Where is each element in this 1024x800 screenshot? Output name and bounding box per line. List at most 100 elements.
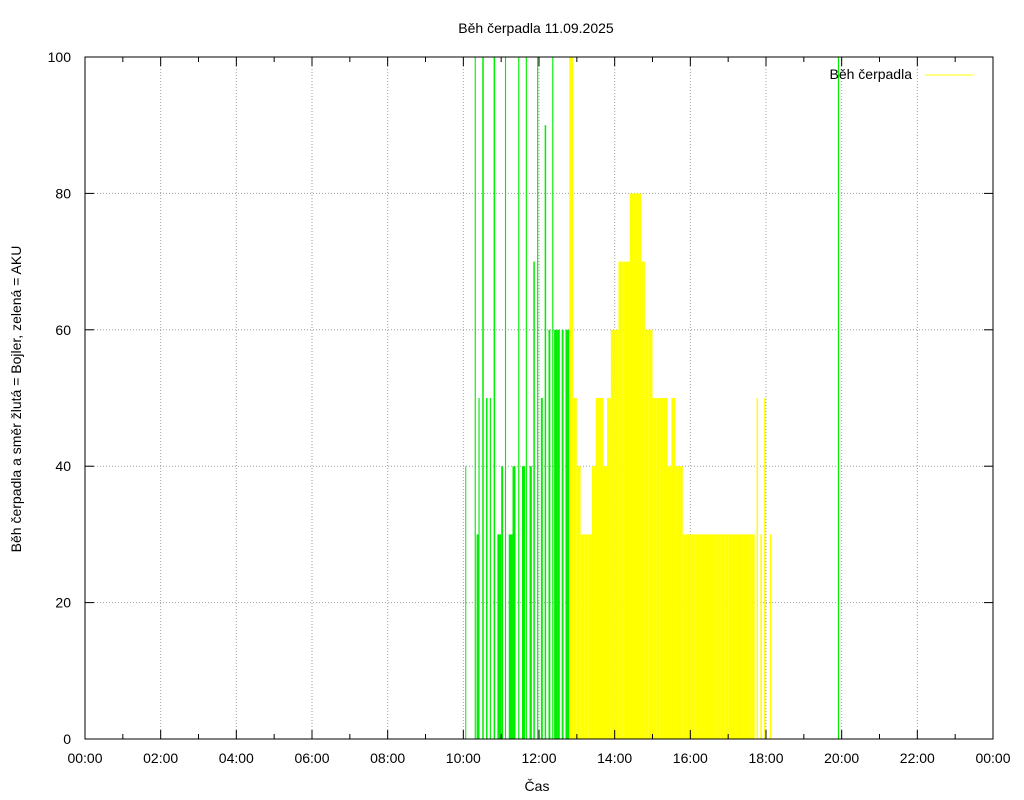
x-axis-label: Čas xyxy=(525,778,550,794)
bar-bojler xyxy=(614,329,619,739)
bar-bojler xyxy=(667,466,672,739)
legend-label: Běh čerpadla xyxy=(829,66,912,82)
bar-bojler xyxy=(760,534,762,739)
x-tick-label: 08:00 xyxy=(370,750,405,766)
bar-aku xyxy=(557,329,560,739)
bar-bojler xyxy=(769,534,772,739)
bar-aku xyxy=(540,398,543,739)
bar-aku xyxy=(529,466,532,739)
bar-bojler xyxy=(641,261,645,739)
bar-bojler xyxy=(610,329,615,739)
bar-aku xyxy=(525,57,527,739)
bar-aku xyxy=(533,261,535,739)
bar-bojler xyxy=(709,534,714,739)
x-tick-label: 22:00 xyxy=(900,750,935,766)
bar-bojler xyxy=(607,398,611,739)
bar-bojler xyxy=(629,193,634,739)
bar-bojler xyxy=(731,534,736,739)
bar-aku xyxy=(508,534,513,739)
bar-aku xyxy=(537,57,539,739)
bar-bojler xyxy=(739,534,744,739)
bar-aku xyxy=(561,329,564,739)
bar-aku xyxy=(521,466,526,739)
bar-bojler xyxy=(713,534,717,739)
y-tick-label: 60 xyxy=(55,322,71,338)
bar-bojler xyxy=(626,261,630,739)
bar-aku xyxy=(489,398,491,739)
x-tick-label: 18:00 xyxy=(748,750,783,766)
bar-bojler xyxy=(747,534,751,739)
bar-aku xyxy=(837,57,840,739)
legend: Běh čerpadla xyxy=(829,66,973,82)
y-tick-label: 40 xyxy=(55,458,71,474)
bar-bojler xyxy=(716,534,721,739)
bar-bojler xyxy=(591,466,596,739)
x-tick-label: 14:00 xyxy=(597,750,632,766)
bar-bojler xyxy=(750,534,755,739)
bar-bojler xyxy=(603,466,608,739)
bar-bojler xyxy=(694,534,698,739)
bar-bojler xyxy=(644,329,649,739)
bar-bojler xyxy=(580,534,585,739)
bar-bojler xyxy=(697,534,702,739)
bar-aku xyxy=(565,329,570,739)
bar-bojler xyxy=(576,466,581,739)
bar-bojler xyxy=(671,398,676,739)
y-tick-label: 20 xyxy=(55,595,71,611)
bar-aku xyxy=(465,466,467,739)
x-tick-label: 02:00 xyxy=(143,750,178,766)
bar-aku xyxy=(497,534,502,739)
bar-bojler xyxy=(675,466,679,739)
bar-bojler xyxy=(584,534,589,739)
x-tick-label: 20:00 xyxy=(824,750,859,766)
y-tick-label: 0 xyxy=(63,731,71,747)
bar-aku xyxy=(544,125,547,739)
grid-lines xyxy=(85,57,993,739)
bar-bojler xyxy=(599,398,604,739)
bar-bojler xyxy=(756,398,759,739)
bar-bojler xyxy=(682,534,687,739)
bar-bojler xyxy=(705,534,710,739)
bar-aku xyxy=(518,57,520,739)
x-tick-label: 04:00 xyxy=(219,750,254,766)
bar-bojler xyxy=(588,534,592,739)
y-axis-label: Běh čerpadla a směr žlutá = Bojler, zele… xyxy=(8,246,24,553)
bar-bojler xyxy=(656,398,661,739)
x-tick-label: 06:00 xyxy=(294,750,329,766)
bar-bojler xyxy=(648,329,653,739)
bar-bojler xyxy=(743,534,748,739)
bar-bojler xyxy=(678,466,683,739)
bar-aku xyxy=(512,466,516,739)
bar-bojler xyxy=(633,193,638,739)
bar-bojler xyxy=(637,193,642,739)
bar-aku xyxy=(554,329,557,739)
bar-aku xyxy=(476,534,479,739)
bar-aku xyxy=(556,329,558,739)
bar-bojler xyxy=(724,534,729,739)
bar-aku xyxy=(478,398,480,739)
bar-aku xyxy=(474,57,476,739)
bar-bojler xyxy=(595,398,600,739)
bar-bojler xyxy=(618,261,623,739)
x-tick-label: 10:00 xyxy=(446,750,481,766)
bar-bojler xyxy=(728,534,732,739)
y-tick-label: 100 xyxy=(48,49,72,65)
bar-bojler xyxy=(735,534,740,739)
bar-aku xyxy=(504,57,507,739)
y-tick-label: 80 xyxy=(55,185,71,201)
bar-aku xyxy=(548,329,551,739)
axis-ticks: 00:00 02:00 04:00 06:00 08:00 10:00 12:00 14:00… xyxy=(48,49,1011,766)
bar-bojler xyxy=(690,534,695,739)
bar-bojler xyxy=(573,398,577,739)
bar-bojler xyxy=(652,398,657,739)
bar-aku xyxy=(486,398,488,739)
chart-title: Běh čerpadla 11.09.2025 xyxy=(458,20,614,36)
bar-bojler xyxy=(720,534,725,739)
bar-bojler xyxy=(660,398,664,739)
x-tick-label: 00:00 xyxy=(67,750,102,766)
x-tick-label: 16:00 xyxy=(673,750,708,766)
x-tick-label: 12:00 xyxy=(521,750,556,766)
bar-bojler xyxy=(663,398,668,739)
bar-aku xyxy=(482,57,484,739)
